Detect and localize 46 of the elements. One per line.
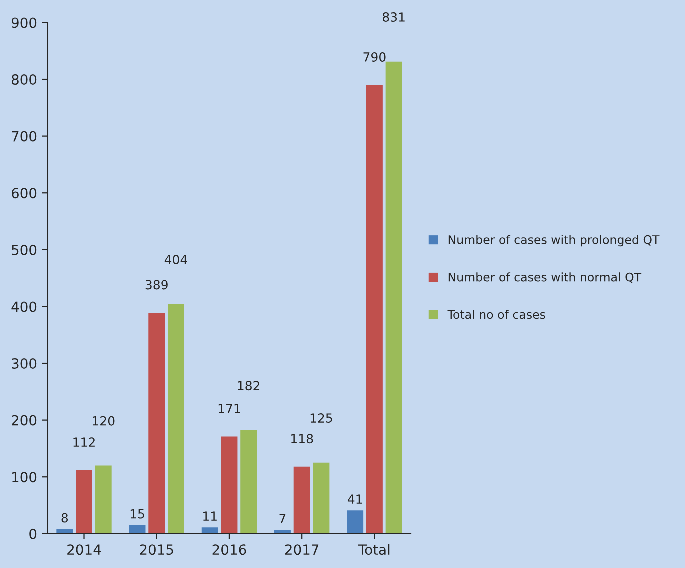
bar bbox=[240, 430, 258, 534]
legend-label: Number of cases with prolonged QT bbox=[448, 235, 660, 247]
data-label: 125 bbox=[310, 414, 332, 423]
data-label: 7 bbox=[280, 514, 286, 524]
data-label: 118 bbox=[292, 434, 314, 444]
x-tick-label: Total bbox=[358, 544, 390, 556]
bar bbox=[221, 436, 238, 534]
data-label: 11 bbox=[204, 512, 217, 521]
y-tick-label: 800 bbox=[12, 74, 37, 85]
x-tick-label: 2017 bbox=[285, 544, 319, 556]
data-label: 389 bbox=[146, 280, 168, 290]
bar bbox=[148, 312, 166, 534]
data-label: 15 bbox=[130, 510, 144, 519]
data-label: 112 bbox=[74, 438, 95, 447]
y-tick-label: 0 bbox=[30, 528, 37, 540]
y-tick-label: 700 bbox=[12, 131, 37, 142]
data-label: 171 bbox=[218, 404, 240, 414]
bar bbox=[347, 510, 364, 534]
data-label: 831 bbox=[382, 12, 405, 22]
bar bbox=[168, 304, 184, 534]
data-label: 8 bbox=[62, 513, 68, 523]
bar bbox=[129, 525, 146, 534]
bar bbox=[95, 466, 112, 534]
y-tick-label: 600 bbox=[12, 188, 37, 199]
bar bbox=[76, 470, 92, 534]
data-label: 404 bbox=[164, 255, 188, 265]
data-label: 790 bbox=[364, 52, 386, 62]
y-tick-label: 100 bbox=[12, 472, 37, 483]
y-tick-label: 300 bbox=[12, 358, 37, 369]
y-tick-label: 400 bbox=[12, 302, 37, 312]
bar bbox=[294, 466, 310, 534]
y-tick-label: 500 bbox=[12, 244, 37, 256]
data-label: 182 bbox=[238, 381, 260, 391]
x-tick-label: 2014 bbox=[68, 544, 102, 556]
y-tick-label: 900 bbox=[12, 18, 37, 28]
bar bbox=[386, 62, 402, 534]
bar bbox=[313, 462, 330, 534]
data-label: 120 bbox=[93, 416, 115, 426]
bar bbox=[202, 528, 218, 534]
bar bbox=[366, 85, 383, 534]
legend-label: Total no of cases bbox=[448, 310, 546, 320]
x-tick-label: 2016 bbox=[212, 544, 246, 556]
x-tick-label: 2015 bbox=[140, 544, 174, 556]
data-label: 41 bbox=[348, 494, 362, 504]
legend-label: Number of cases with normal QT bbox=[448, 272, 642, 284]
y-tick-label: 200 bbox=[12, 415, 37, 426]
